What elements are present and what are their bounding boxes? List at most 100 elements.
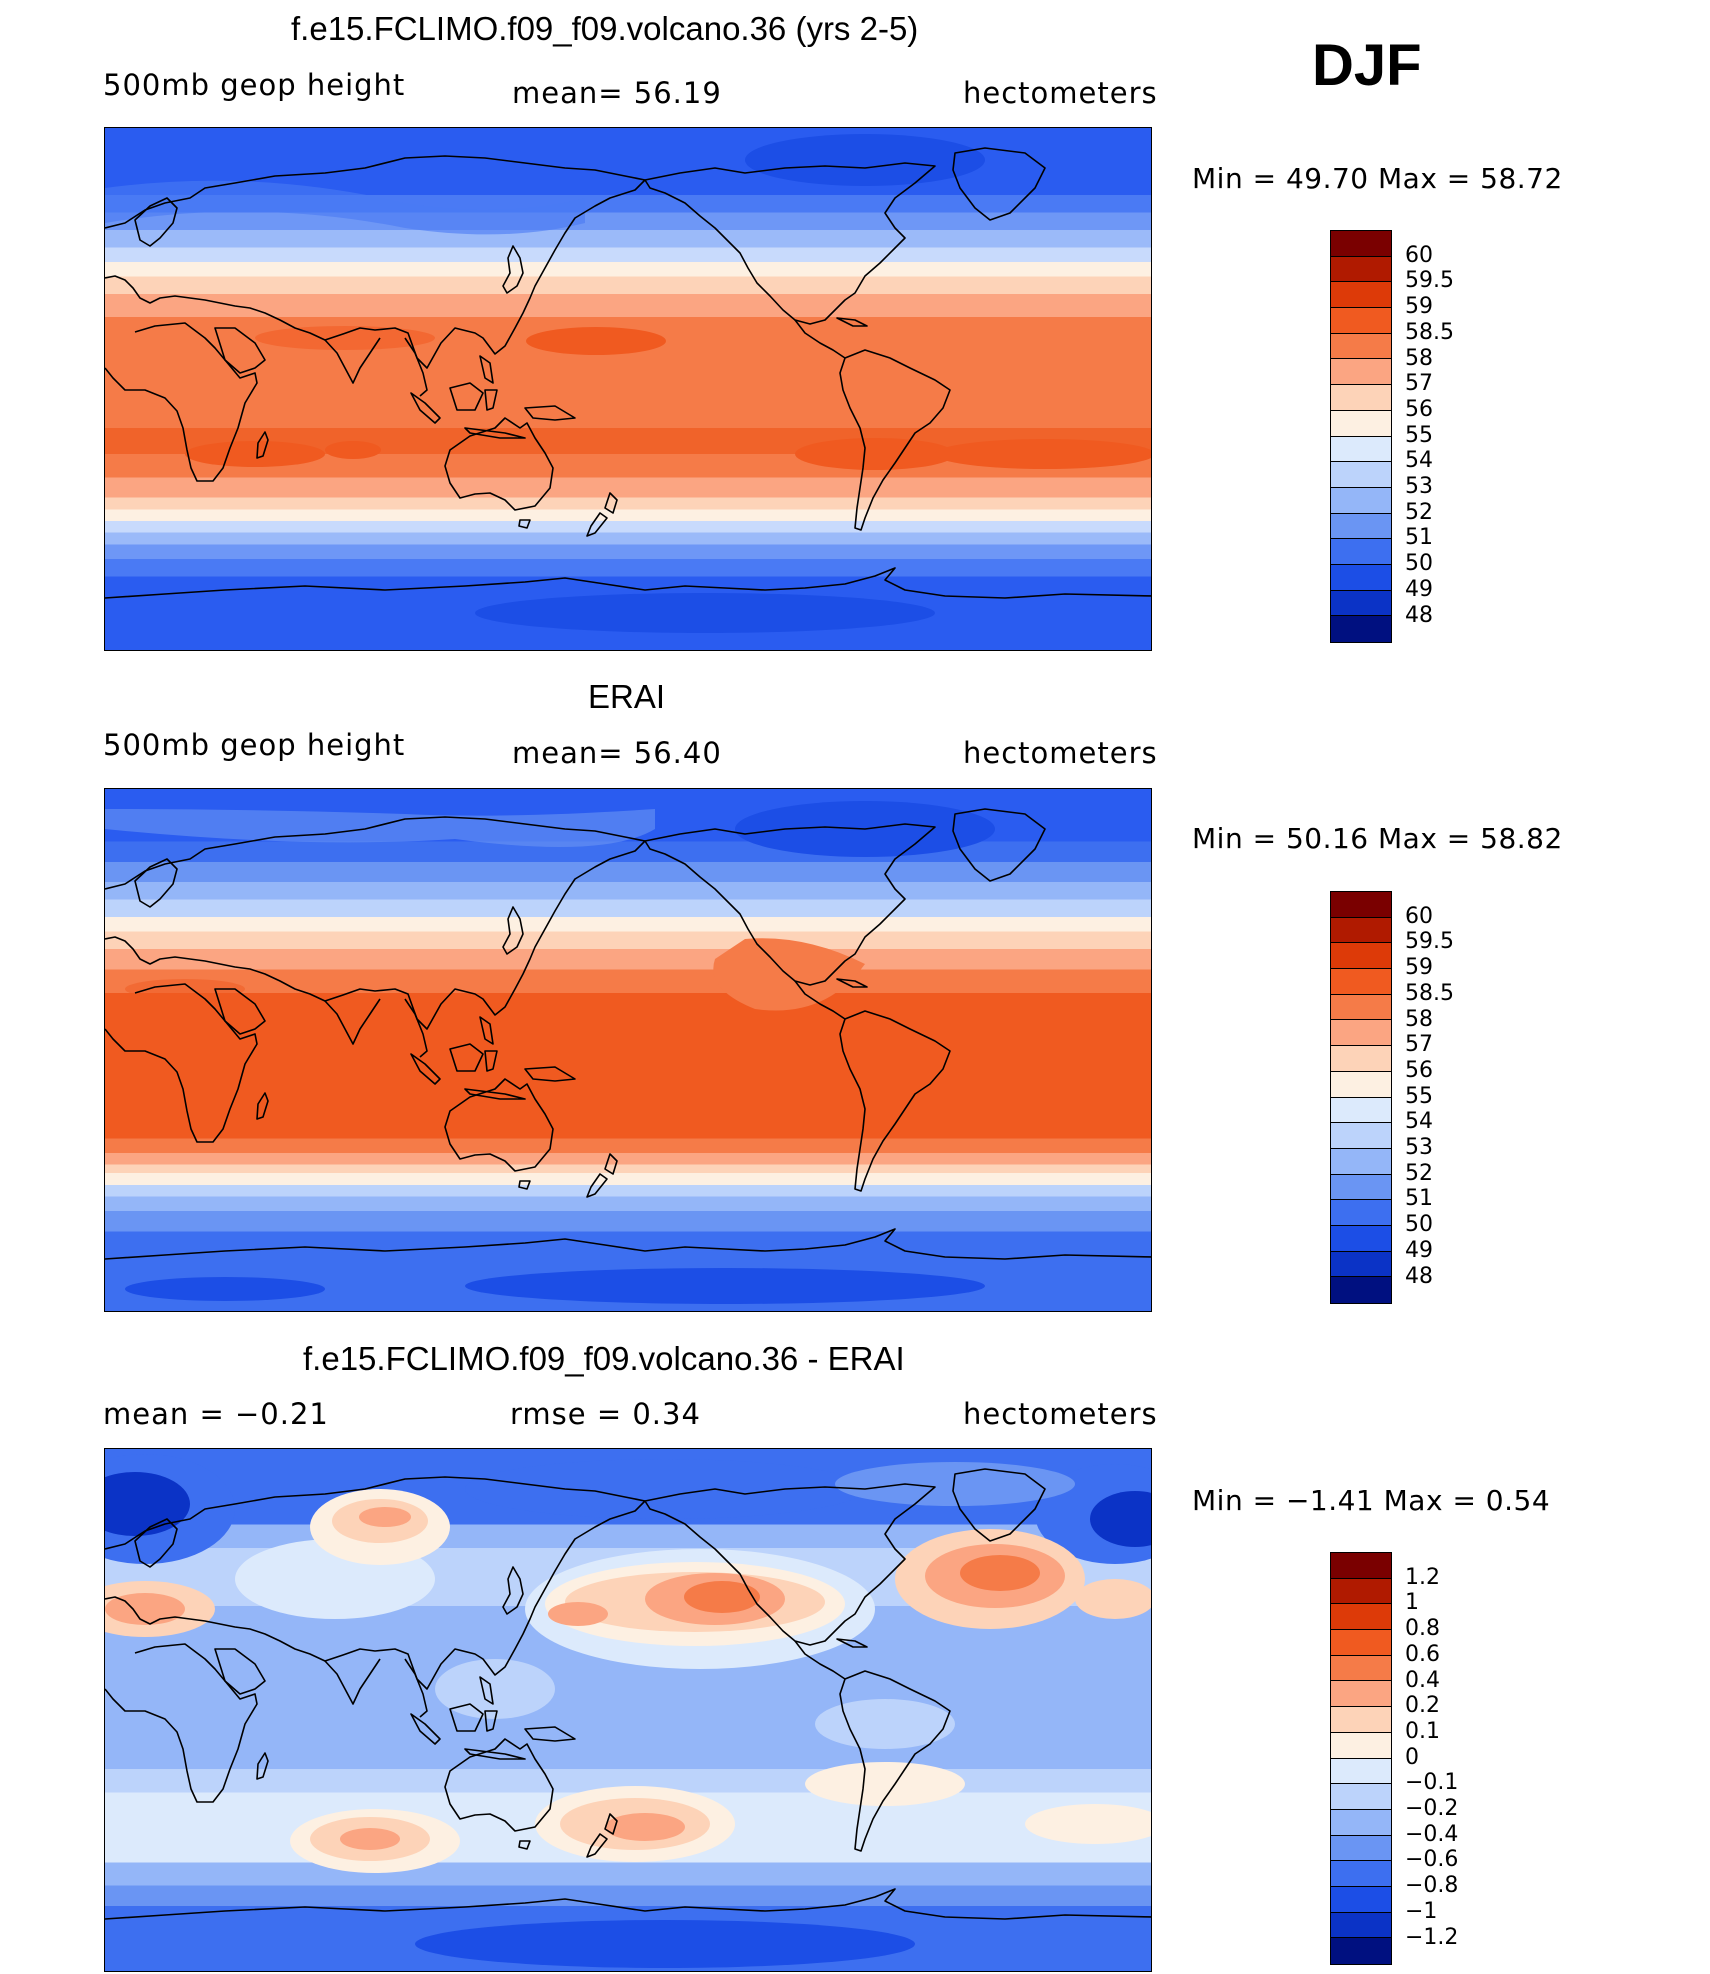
season-label: DJF [1312, 33, 1422, 98]
colorbar-segment [1331, 1707, 1391, 1733]
colorbar-segment [1331, 1835, 1391, 1862]
colorbar-tick-label: 48 [1405, 602, 1433, 628]
colorbar-tick-label: 50 [1405, 1212, 1433, 1238]
colorbar-segment [1331, 1277, 1391, 1303]
colorbar-segment [1331, 436, 1391, 463]
colorbar-segment [1331, 994, 1391, 1021]
panel-2-units: hectometers [963, 736, 1158, 770]
colorbar-tick-label: −0.1 [1405, 1770, 1459, 1796]
colorbar-segment [1331, 564, 1391, 591]
panel-3-units: hectometers [963, 1397, 1158, 1431]
panel-2-variable-label: 500mb geop height [103, 728, 406, 762]
colorbar-tick-label: 51 [1405, 1186, 1433, 1212]
panel-1-mean-label: mean= 56.19 [512, 76, 722, 110]
colorbar-segment [1331, 282, 1391, 309]
colorbar-tick-label: −0.6 [1405, 1847, 1459, 1873]
colorbar-tick-label: 58.5 [1405, 319, 1454, 345]
colorbar-segment [1331, 1681, 1391, 1708]
colorbar-tick-label: 58.5 [1405, 980, 1454, 1006]
colorbar-segment [1331, 539, 1391, 565]
panel-2-features [105, 801, 995, 1304]
colorbar-segment [1331, 1097, 1391, 1124]
colorbar-tick-label: 60 [1405, 903, 1433, 929]
colorbar-tick-label: 54 [1405, 1109, 1433, 1135]
colorbar-segment [1331, 513, 1391, 540]
panel-1-features [105, 134, 1151, 633]
panel-3-rmse-label: rmse = 0.34 [510, 1397, 701, 1431]
colorbar-segment [1331, 969, 1391, 995]
field-background [105, 128, 1151, 650]
colorbar-segment [1331, 1553, 1391, 1579]
colorbar-segment [1331, 917, 1391, 944]
panel-1-title: f.e15.FCLIMO.f09_f09.volcano.36 (yrs 2-5… [291, 10, 919, 47]
colorbar-segment [1331, 308, 1391, 334]
field-background [105, 1449, 1151, 1971]
colorbar-segment [1331, 590, 1391, 617]
colorbar-tick-label: 58 [1405, 1006, 1433, 1032]
colorbar-tick-label: 52 [1405, 499, 1433, 525]
colorbar-tick-label: 0.2 [1405, 1693, 1440, 1719]
colorbar-tick-label: −1 [1405, 1898, 1438, 1924]
panel-2-mean-label: mean= 56.40 [512, 736, 722, 770]
colorbar-segment [1331, 1200, 1391, 1226]
panel-1-colorbar [1330, 230, 1392, 643]
colorbar-segment [1331, 892, 1391, 918]
colorbar-segment [1331, 462, 1391, 488]
panel-3-map [104, 1448, 1152, 1972]
colorbar-segment [1331, 1020, 1391, 1047]
colorbar-segment [1331, 1758, 1391, 1785]
colorbar-segment [1331, 1861, 1391, 1887]
colorbar-tick-label: 0.8 [1405, 1616, 1440, 1642]
colorbar-segment [1331, 1938, 1391, 1964]
colorbar-tick-label: 50 [1405, 551, 1433, 577]
colorbar-segment [1331, 256, 1391, 283]
panel-2-min-max: Min = 50.16 Max = 58.82 [1192, 822, 1563, 855]
colorbar-tick-label: 49 [1405, 576, 1433, 602]
panel-2-title: ERAI [588, 678, 666, 715]
colorbar-tick-label: 59 [1405, 955, 1433, 981]
colorbar-tick-label: 1.2 [1405, 1564, 1440, 1590]
panel-1-units: hectometers [963, 76, 1158, 110]
panel-1-map [104, 127, 1152, 651]
colorbar-tick-label: 0.1 [1405, 1718, 1440, 1744]
colorbar-segment [1331, 1604, 1391, 1631]
colorbar-segment [1331, 231, 1391, 257]
colorbar-tick-label: 48 [1405, 1263, 1433, 1289]
colorbar-segment [1331, 943, 1391, 970]
colorbar-segment [1331, 1886, 1391, 1913]
panel-2-map [104, 788, 1152, 1312]
panel-1-min-max: Min = 49.70 Max = 58.72 [1192, 162, 1563, 195]
colorbar-segment [1331, 1174, 1391, 1201]
colorbar-tick-label: 53 [1405, 474, 1433, 499]
colorbar-tick-label: −0.2 [1405, 1796, 1459, 1821]
colorbar-segment [1331, 359, 1391, 386]
colorbar-segment [1331, 1251, 1391, 1278]
field-background [105, 789, 1151, 1311]
colorbar-tick-label: 59.5 [1405, 268, 1454, 294]
panel-3-field [105, 1449, 1151, 1971]
colorbar-segment [1331, 1732, 1391, 1759]
panel-3-min-max: Min = −1.41 Max = 0.54 [1192, 1484, 1551, 1517]
colorbar-tick-label: 59.5 [1405, 929, 1454, 955]
colorbar-segment [1331, 1123, 1391, 1149]
panel-1-variable-label: 500mb geop height [103, 68, 406, 102]
colorbar-tick-label: 0.4 [1405, 1667, 1440, 1693]
panel-2-colorbar [1330, 891, 1392, 1304]
colorbar-tick-label: 53 [1405, 1135, 1433, 1160]
colorbar-tick-label: 58 [1405, 345, 1433, 371]
colorbar-segment [1331, 1148, 1391, 1175]
colorbar-tick-label: 56 [1405, 1057, 1433, 1083]
colorbar-segment [1331, 1630, 1391, 1656]
colorbar-segment [1331, 385, 1391, 411]
colorbar-tick-label: 59 [1405, 294, 1433, 320]
colorbar-tick-label: −0.8 [1405, 1873, 1459, 1899]
colorbar-tick-label: 57 [1405, 371, 1433, 397]
colorbar-tick-label: 56 [1405, 396, 1433, 422]
panel-3-colorbar [1330, 1552, 1392, 1965]
colorbar-tick-label: 51 [1405, 525, 1433, 551]
colorbar-tick-label: −1.2 [1405, 1924, 1459, 1950]
colorbar-segment [1331, 487, 1391, 514]
panel-1-field [105, 128, 1151, 650]
colorbar-segment [1331, 1784, 1391, 1810]
colorbar-tick-label: 57 [1405, 1032, 1433, 1058]
